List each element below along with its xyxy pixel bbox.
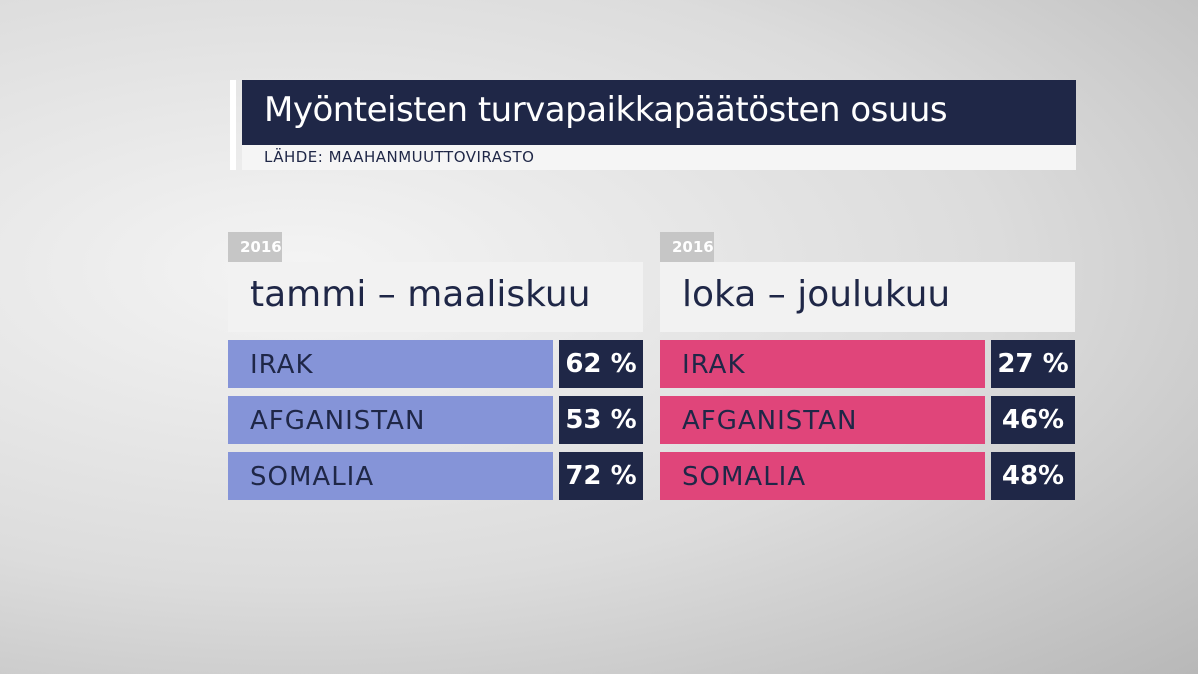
country-label: AFGANISTAN (660, 396, 985, 444)
share-value: 62 % (559, 340, 643, 388)
share-value: 72 % (559, 452, 643, 500)
country-label: SOMALIA (660, 452, 985, 500)
country-label: SOMALIA (228, 452, 553, 500)
title: Myönteisten turvapaikkapäätösten osuus (242, 80, 1076, 145)
period: loka – joulukuu (660, 262, 1075, 332)
year-tag: 2016 (660, 232, 714, 262)
title-accent (230, 80, 236, 170)
period: tammi – maaliskuu (228, 262, 643, 332)
country-label: IRAK (660, 340, 985, 388)
source: LÄHDE: MAAHANMUUTTOVIRASTO (242, 145, 1076, 170)
year-tag: 2016 (228, 232, 282, 262)
country-label: IRAK (228, 340, 553, 388)
share-value: 46% (991, 396, 1075, 444)
share-value: 48% (991, 452, 1075, 500)
share-value: 27 % (991, 340, 1075, 388)
country-label: AFGANISTAN (228, 396, 553, 444)
share-value: 53 % (559, 396, 643, 444)
